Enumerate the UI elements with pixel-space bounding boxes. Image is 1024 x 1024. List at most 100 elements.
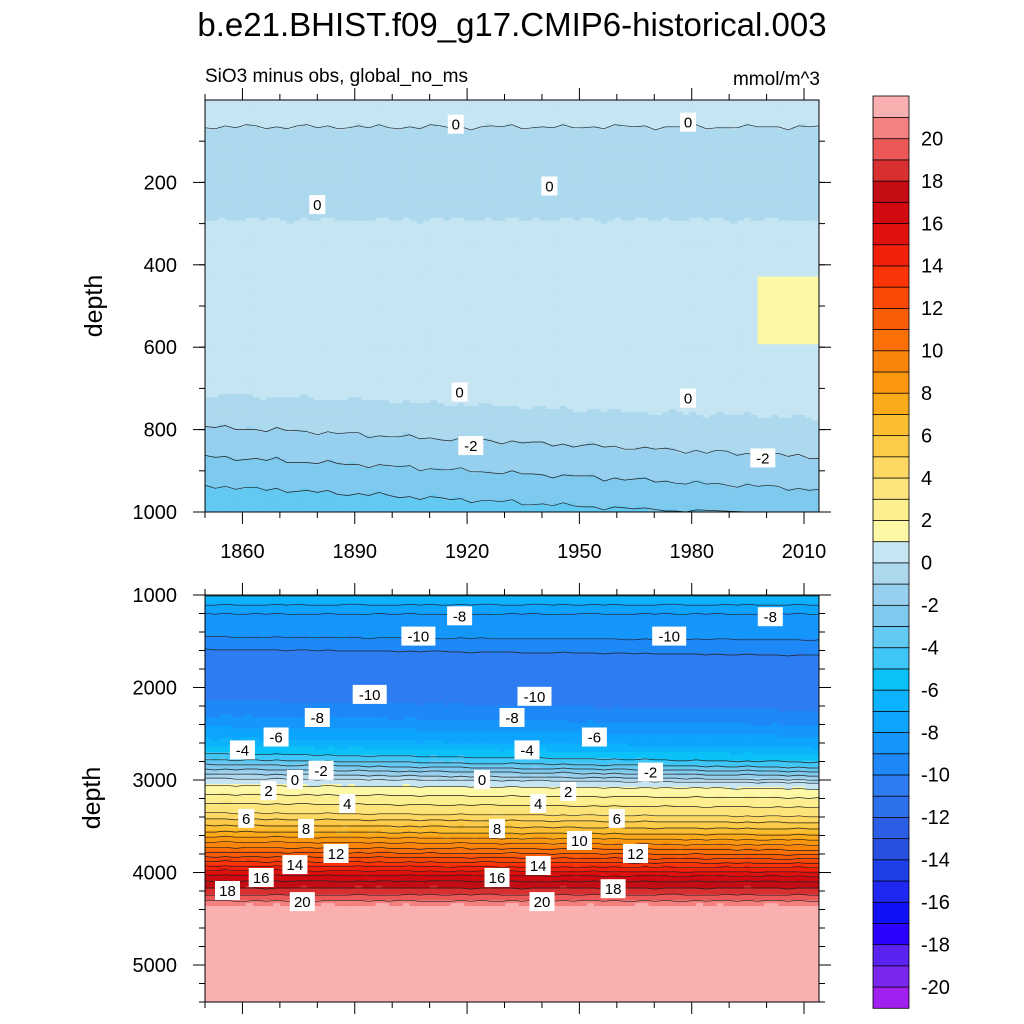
contour-fill-cell [737, 123, 745, 128]
contour-fill-cell [477, 176, 486, 181]
contour-fill-cell [341, 108, 349, 113]
contour-fill-cell [607, 167, 615, 172]
contour-fill-cell [225, 108, 233, 113]
contour-fill-cell [334, 170, 343, 175]
contour-fill-cell [621, 100, 629, 104]
contour-fill-cell [573, 108, 581, 113]
contour-fill-cell [791, 158, 800, 163]
contour-fill-cell [607, 102, 615, 107]
contour-fill-cell [634, 111, 643, 116]
contour-fill-cell [396, 114, 404, 119]
contour-fill-cell [252, 155, 261, 160]
contour-fill-cell [491, 161, 499, 166]
contour-fill-cell [396, 117, 404, 122]
contour-fill-cell [737, 155, 745, 160]
contour-fill-cell [546, 173, 554, 178]
contour-fill-cell [778, 173, 786, 178]
contour-fill-cell [812, 147, 819, 151]
contour-fill-cell [750, 170, 759, 175]
contour-fill-cell [566, 164, 574, 169]
contour-fill-cell [471, 138, 479, 142]
contour-fill-cell [689, 132, 697, 136]
contour-fill-cell [655, 161, 663, 166]
contour-fill-cell [211, 102, 220, 107]
contour-fill-cell [491, 117, 499, 122]
contour-fill-cell [205, 105, 213, 110]
contour-fill-cell [778, 117, 786, 122]
contour-fill-cell [634, 135, 643, 139]
contour-fill-cell [764, 144, 772, 148]
contour-fill-cell [416, 152, 424, 157]
contour-fill-cell [709, 170, 718, 175]
contour-fill-cell [293, 161, 302, 166]
contour-fill-cell [320, 120, 329, 125]
contour-fill-cell [368, 150, 377, 154]
contour-fill-cell [662, 135, 670, 139]
contour-fill-cell [600, 147, 609, 151]
contour-fill-cell [300, 129, 308, 133]
contour-fill-cell [737, 173, 745, 178]
contour-fill-cell [409, 132, 418, 136]
contour-fill-cell [791, 111, 800, 116]
contour-fill-cell [512, 170, 520, 175]
contour-fill-cell [252, 117, 261, 122]
contour-fill-cell [703, 152, 711, 157]
contour-fill-cell [273, 155, 281, 160]
contour-fill-cell [259, 132, 267, 136]
contour-fill-cell [491, 135, 499, 139]
contour-fill-cell [593, 105, 602, 110]
contour-fill-cell [402, 114, 411, 119]
contour-fill-cell [539, 164, 547, 169]
contour-fill-cell [512, 129, 520, 133]
contour-fill-cell [778, 114, 786, 119]
contour-fill-cell [464, 179, 472, 183]
contour-fill-cell [491, 120, 499, 125]
contour-fill-cell [641, 161, 650, 166]
contour-fill-cell [682, 150, 690, 154]
contour-fill-cell [484, 126, 493, 131]
contour-fill-cell [320, 111, 329, 116]
contour-fill-cell [436, 111, 445, 116]
contour-fill-cell [211, 179, 220, 183]
contour-fill-cell [573, 167, 581, 172]
contour-fill-cell [273, 161, 281, 166]
contour-fill-cell [805, 152, 813, 157]
contour-fill-cell [539, 138, 547, 142]
contour-fill-cell [355, 120, 363, 125]
contour-fill-cell [778, 141, 786, 145]
contour-fill-cell [798, 129, 806, 133]
contour-fill-cell [668, 152, 677, 157]
contour-fill-cell [334, 167, 343, 172]
contour-fill-cell [457, 164, 465, 169]
contour-fill-cell [382, 126, 390, 131]
contour-fill-cell [396, 105, 404, 110]
contour-fill-cell [675, 120, 684, 125]
contour-fill-cell [512, 126, 520, 131]
contour-fill-cell [464, 161, 472, 166]
contour-fill-cell [505, 114, 513, 119]
contour-fill-cell [580, 176, 588, 181]
contour-fill-cell [245, 132, 254, 136]
contour-fill-cell [580, 114, 588, 119]
contour-fill-cell [225, 155, 233, 160]
contour-fill-cell [662, 152, 670, 157]
contour-fill-cell [580, 102, 588, 107]
contour-fill-cell [211, 132, 220, 136]
contour-fill-cell [218, 132, 227, 136]
contour-fill-cell [320, 108, 329, 113]
contour-fill-cell [266, 123, 274, 128]
contour-fill-cell [286, 173, 295, 178]
contour-fill-cell [280, 111, 288, 116]
contour-fill-cell [784, 155, 793, 160]
contour-fill-cell [757, 158, 766, 163]
contour-fill-cell [764, 161, 772, 166]
contour-fill-cell [396, 126, 404, 131]
contour-fill-cell [252, 108, 261, 113]
contour-fill-cell [477, 105, 486, 110]
contour-fill-cell [450, 164, 459, 169]
contour-fill-cell [723, 167, 731, 172]
contour-fill-cell [532, 129, 540, 133]
contour-fill-cell [798, 117, 806, 122]
contour-fill-cell [532, 179, 540, 183]
contour-fill-cell [273, 117, 281, 122]
